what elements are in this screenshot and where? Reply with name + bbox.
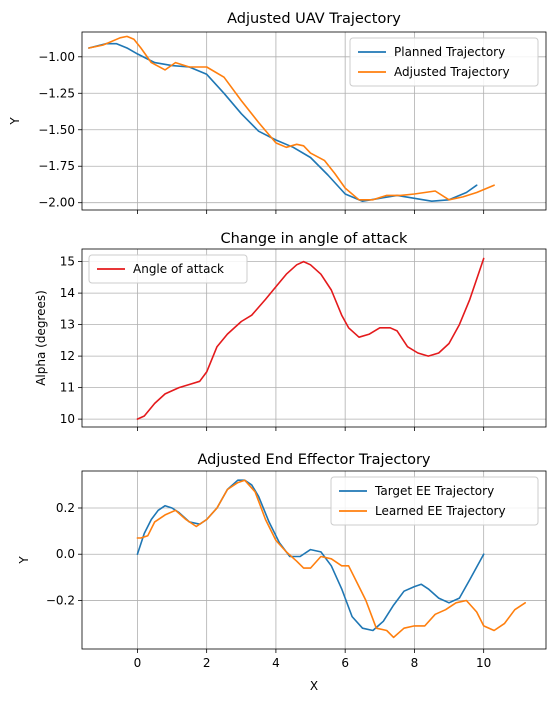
series-line	[88, 35, 495, 201]
x-ticks: 0 2 4 6 8 10	[134, 649, 491, 670]
series-line	[88, 42, 478, 202]
legend-box	[349, 37, 539, 87]
legend-label: Target EE Trajectory	[374, 484, 494, 498]
chart-title: Adjusted End Effector Trajectory	[198, 452, 431, 468]
grid	[82, 249, 546, 427]
panel-angle-of-attack: 10 11 12 13 14 15 Change in angle of attack A…	[34, 231, 547, 431]
y-tick-label: 10	[60, 412, 75, 426]
x-ticks	[137, 210, 485, 214]
chart-title: Change in angle of attack	[221, 231, 408, 247]
y-tick-label: −0.2	[46, 593, 75, 607]
y-tick-label: −1.50	[38, 123, 75, 137]
y-tick-label: 15	[60, 255, 75, 269]
axes-frame	[81, 31, 547, 211]
x-tick-label: 0	[134, 656, 142, 670]
x-axis-label: X	[310, 679, 318, 693]
y-ticks: −0.2 0.0 0.2	[46, 501, 82, 607]
legend: Angle of attack	[88, 254, 248, 284]
chart-title: Adjusted UAV Trajectory	[227, 11, 401, 27]
y-axis-label: Y	[17, 556, 31, 565]
x-tick-label: 10	[476, 656, 491, 670]
y-ticks: −2.00 −1.75 −1.50 −1.25 −1.00	[38, 50, 82, 210]
legend-box	[88, 254, 248, 284]
axes-frame	[81, 470, 547, 650]
y-tick-label: −2.00	[38, 196, 75, 210]
y-tick-label: −1.00	[38, 50, 75, 64]
y-tick-label: 12	[60, 349, 75, 363]
legend: Planned Trajectory Adjusted Trajectory	[349, 37, 539, 87]
series-lines	[136, 257, 485, 420]
axes-frame	[81, 248, 547, 428]
y-tick-label: 13	[60, 318, 75, 332]
series-line	[136, 479, 527, 639]
x-tick-label: 6	[341, 656, 349, 670]
y-tick-label: −1.75	[38, 159, 75, 173]
panel-uav-trajectory: −2.00 −1.75 −1.50 −1.25 −1.00 Adjusted UAV T…	[8, 11, 547, 214]
y-tick-label: −1.25	[38, 86, 75, 100]
x-tick-label: 2	[203, 656, 211, 670]
series-line	[136, 257, 485, 420]
x-tick-label: 4	[272, 656, 280, 670]
y-tick-label: 14	[60, 286, 75, 300]
x-tick-label: 8	[411, 656, 419, 670]
legend-label: Planned Trajectory	[394, 45, 505, 59]
series-lines	[88, 35, 495, 202]
y-tick-label: 0.2	[56, 501, 75, 515]
y-axis-label: Alpha (degrees)	[34, 290, 48, 386]
y-tick-label: 11	[60, 381, 75, 395]
legend-label: Angle of attack	[133, 262, 224, 276]
y-axis-label: Y	[8, 117, 22, 126]
legend-label: Adjusted Trajectory	[394, 65, 510, 79]
series-lines	[136, 479, 527, 639]
legend-box	[330, 476, 539, 526]
x-ticks	[137, 427, 485, 431]
legend-label: Learned EE Trajectory	[375, 504, 506, 518]
legend: Target EE Trajectory Learned EE Trajector…	[330, 476, 539, 526]
y-tick-label: 0.0	[56, 547, 75, 561]
y-ticks: 10 11 12 13 14 15	[60, 255, 82, 426]
panel-end-effector-trajectory: 0 2 4 6 8 10 −0.2 0.0 0.2 Adjusted End Effector…	[17, 452, 547, 693]
